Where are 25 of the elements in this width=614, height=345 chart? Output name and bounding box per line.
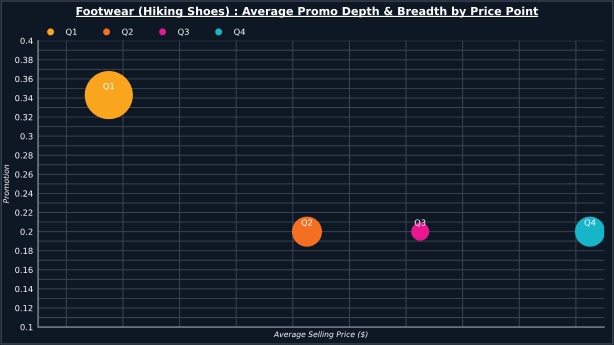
y-tick-label: 0.16 — [15, 266, 33, 274]
y-tick-label: 0.3 — [20, 133, 33, 140]
text: Q2 — [302, 219, 312, 227]
y-tick-label: 0.34 — [15, 94, 33, 102]
legend-label: Q3 — [178, 28, 189, 36]
text: Q1 — [103, 82, 114, 90]
y-tick-label: 0.4 — [20, 38, 33, 44]
y-tick-label: 0.38 — [15, 56, 33, 64]
y-tick-label: 0.18 — [15, 248, 33, 254]
y-tick-label: 0.14 — [15, 286, 33, 292]
legend-label: Q2 — [122, 28, 133, 36]
legend-label: Q4 — [234, 28, 246, 36]
legend-label: Q1 — [66, 28, 77, 36]
chart-title: Footwear (Hiking Shoes) : Average Promo Depth & Breadth by Price Point — [76, 6, 538, 18]
text: Q4 — [584, 219, 596, 227]
y-tick-label: 0.24 — [15, 190, 33, 197]
y-tick-label: 0.22 — [15, 210, 32, 216]
y-tick-label: 0.12 — [15, 304, 32, 312]
y-tick-label: 0.2 — [20, 228, 32, 235]
y-tick-label: 0.26 — [15, 171, 33, 178]
y-tick-label: 0.1 — [20, 324, 32, 330]
y-tick-label: 0.28 — [15, 152, 33, 159]
y-tick-label: 0.32 — [15, 114, 32, 120]
text: Q3 — [414, 219, 426, 227]
y-tick-label: 0.36 — [15, 76, 33, 82]
